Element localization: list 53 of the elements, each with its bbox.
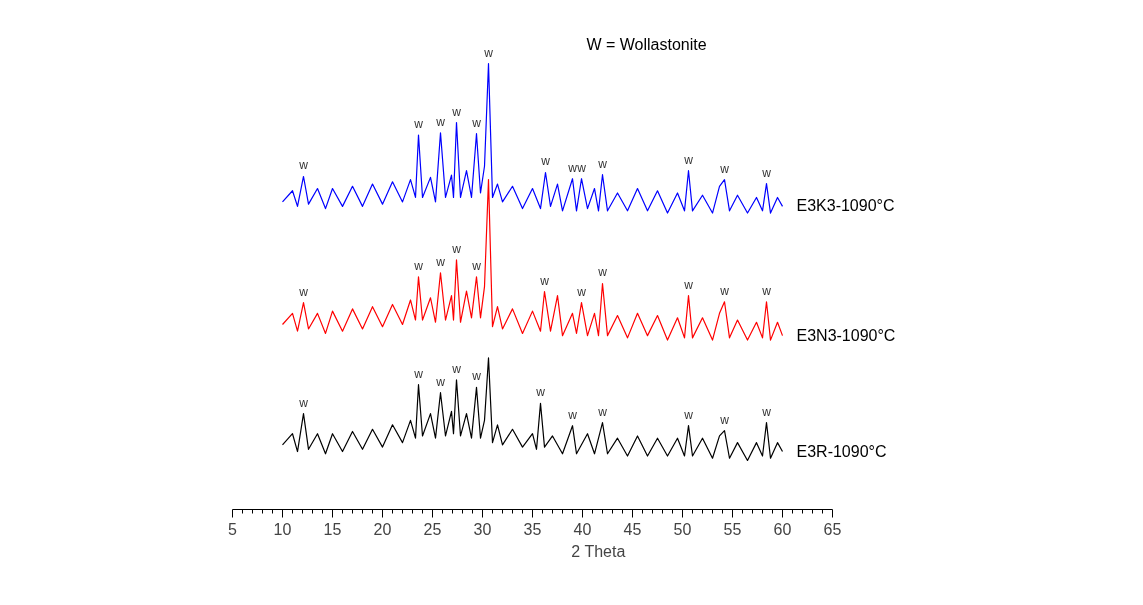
annotation: w — [435, 114, 446, 129]
annotation: w — [761, 283, 772, 298]
annotation: w — [683, 152, 694, 167]
annotation: w — [567, 407, 578, 422]
x-tick-label: 30 — [473, 520, 492, 538]
annotation: w — [298, 284, 309, 299]
annotation: w — [576, 284, 587, 299]
annotation: w — [535, 385, 546, 400]
annotation: w — [471, 369, 482, 384]
annotation: w — [483, 45, 494, 60]
annotation: w — [451, 104, 462, 119]
annotation: w — [298, 158, 309, 173]
annotation: w — [435, 254, 446, 269]
annotation: w — [719, 161, 730, 176]
x-tick-label: 55 — [723, 520, 742, 538]
annotation: w — [761, 404, 772, 419]
x-tick-label: 25 — [423, 520, 442, 538]
x-tick-label: 45 — [623, 520, 642, 538]
annotation: w — [683, 407, 694, 422]
annotation: w — [683, 277, 694, 292]
annotation: w — [471, 115, 482, 130]
annotation: w — [413, 258, 424, 273]
x-tick-label: 60 — [773, 520, 792, 538]
annotation: w — [413, 117, 424, 132]
x-tick-label: 20 — [373, 520, 392, 538]
annotation: w — [576, 160, 587, 175]
annotation: w — [435, 374, 446, 389]
x-tick-label: 50 — [673, 520, 692, 538]
annotation: w — [471, 258, 482, 273]
annotation: w — [719, 412, 730, 427]
x-tick-label: 65 — [823, 520, 842, 538]
annotation: w — [539, 273, 550, 288]
annotation: w — [540, 154, 551, 169]
annotation: w — [413, 366, 424, 381]
annotation: w — [597, 156, 608, 171]
x-tick-label: 10 — [273, 520, 292, 538]
x-tick-label: 35 — [523, 520, 542, 538]
series-label: E3K3-1090°C — [796, 197, 895, 215]
annotation: w — [597, 265, 608, 280]
x-tick-label: 5 — [228, 520, 238, 538]
annotation: w — [597, 404, 608, 419]
annotation: w — [298, 395, 309, 410]
annotation: w — [451, 241, 462, 256]
x-tick-label: 15 — [323, 520, 342, 538]
annotation: w — [451, 361, 462, 376]
annotation: w — [567, 160, 578, 175]
x-tick-label: 40 — [573, 520, 592, 538]
series-label: E3N3-1090°C — [796, 326, 896, 344]
annotation: w — [719, 283, 730, 298]
text: W = Wollastonite — [586, 35, 707, 53]
series-label: E3R-1090°C — [796, 442, 887, 460]
x-axis-title: 2 Theta — [571, 542, 626, 560]
annotation: w — [761, 165, 772, 180]
